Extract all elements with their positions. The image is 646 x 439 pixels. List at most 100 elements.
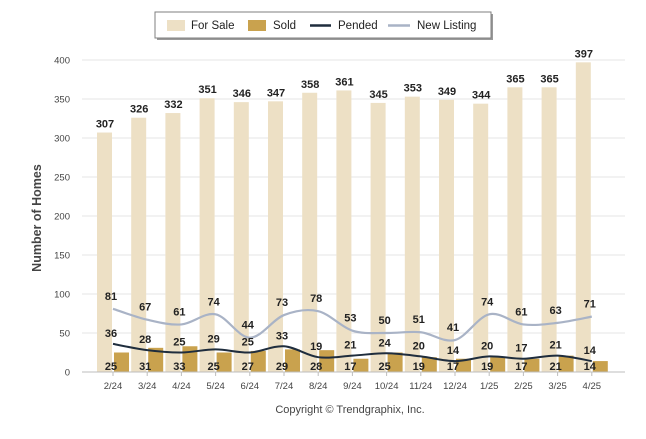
label-pended: 19 — [310, 341, 322, 353]
label-sold: 29 — [276, 361, 288, 373]
bar-for-sale — [165, 113, 181, 372]
x-tick-label: 6/24 — [241, 381, 260, 392]
label-sold: 27 — [242, 361, 254, 373]
label-new-listing: 41 — [447, 322, 459, 334]
x-tick-label: 11/24 — [409, 381, 432, 392]
bar-sold — [387, 352, 403, 372]
label-sold: 19 — [481, 361, 493, 373]
bar-sold — [216, 352, 232, 372]
bars — [97, 62, 608, 373]
bar-sold — [148, 347, 164, 372]
legend-swatch-for-sale — [167, 20, 185, 31]
x-tick-label: 2/25 — [514, 381, 533, 392]
y-tick-label: 300 — [54, 134, 70, 145]
label-new-listing: 71 — [584, 299, 596, 311]
bar-for-sale — [302, 92, 318, 372]
bar-for-sale — [97, 132, 112, 372]
label-new-listing: 61 — [515, 306, 527, 318]
label-for-sale: 344 — [472, 90, 491, 102]
label-for-sale: 347 — [267, 87, 285, 99]
bar-for-sale — [507, 87, 523, 373]
label-pended: 25 — [173, 337, 185, 349]
bar-for-sale — [268, 101, 283, 372]
label-new-listing: 78 — [310, 293, 322, 305]
y-tick-label: 400 — [54, 56, 70, 67]
label-new-listing: 53 — [344, 313, 356, 325]
label-sold: 17 — [447, 361, 459, 373]
label-pended: 20 — [413, 340, 425, 352]
label-new-listing: 67 — [139, 302, 151, 314]
axes: 0 50 100 150 200 250 300 350 400 2/24 3/24 4/24 5/24… — [54, 56, 625, 392]
label-sold: 17 — [344, 361, 356, 373]
x-tick-label: 3/24 — [138, 381, 157, 392]
label-pended: 25 — [242, 337, 254, 349]
label-sold: 28 — [310, 361, 322, 373]
x-tick-label: 1/25 — [480, 381, 499, 392]
bar-sold — [250, 350, 266, 372]
label-pended: 36 — [105, 328, 117, 340]
bar-sold — [319, 350, 335, 372]
line-new-listing — [112, 307, 592, 342]
x-tick-label: 2/24 — [104, 381, 123, 392]
label-new-listing: 73 — [276, 297, 288, 309]
copyright-text: Copyright © Trendgraphix, Inc. — [275, 404, 424, 416]
line-pended — [112, 342, 592, 363]
label-new-listing: 81 — [105, 291, 117, 303]
label-sold: 25 — [105, 361, 117, 373]
label-for-sale: 353 — [404, 83, 422, 95]
y-tick-label: 100 — [54, 290, 70, 301]
x-tick-label: 8/24 — [309, 381, 328, 392]
label-new-listing: 44 — [242, 320, 255, 332]
label-pended: 28 — [139, 334, 151, 346]
label-new-listing: 51 — [413, 314, 425, 326]
label-sold: 31 — [139, 361, 151, 373]
x-tick-label: 7/24 — [275, 381, 294, 392]
y-tick-label: 150 — [54, 251, 70, 262]
bar-sold — [592, 361, 608, 372]
bar-for-sale — [439, 99, 454, 372]
label-pended: 33 — [276, 330, 288, 342]
legend-label-for-sale: For Sale — [191, 20, 234, 32]
bar-sold — [456, 358, 471, 372]
label-new-listing: 50 — [378, 315, 390, 327]
label-sold: 25 — [207, 361, 219, 373]
bar-sold — [114, 352, 129, 372]
bar-sold — [353, 358, 369, 372]
bar-for-sale — [404, 96, 420, 372]
bar-for-sale — [336, 90, 352, 373]
legend-swatch-sold — [248, 20, 266, 31]
bar-for-sale — [199, 98, 215, 372]
label-sold: 14 — [584, 361, 597, 373]
x-tick-label: 12/24 — [443, 381, 467, 392]
label-for-sale: 332 — [164, 99, 182, 111]
label-pended: 24 — [378, 337, 391, 349]
label-new-listing: 74 — [207, 296, 220, 308]
lines — [112, 307, 592, 363]
bar-sold — [421, 357, 437, 372]
label-for-sale: 346 — [233, 88, 251, 100]
legend-label-new-listing: New Listing — [417, 20, 476, 32]
bar-sold — [558, 355, 574, 372]
label-sold: 25 — [378, 361, 390, 373]
label-for-sale: 345 — [369, 89, 387, 101]
y-tick-label: 0 — [65, 368, 70, 379]
label-for-sale: 361 — [335, 76, 353, 88]
label-sold: 17 — [515, 361, 527, 373]
label-pended: 20 — [481, 340, 493, 352]
label-pended: 21 — [549, 340, 561, 352]
label-for-sale: 326 — [130, 104, 148, 116]
y-tick-label: 350 — [54, 95, 70, 106]
bar-for-sale — [541, 87, 557, 373]
label-new-listing: 74 — [481, 296, 494, 308]
label-pended: 14 — [584, 345, 597, 357]
label-sold: 19 — [413, 361, 425, 373]
label-new-listing: 63 — [549, 305, 561, 317]
y-tick-label: 200 — [54, 212, 70, 223]
bar-sold — [490, 357, 506, 372]
x-tick-label: 4/25 — [583, 381, 602, 392]
label-pended: 17 — [515, 343, 527, 355]
y-axis-title: Number of Homes — [30, 164, 44, 272]
label-sold: 21 — [549, 361, 561, 373]
